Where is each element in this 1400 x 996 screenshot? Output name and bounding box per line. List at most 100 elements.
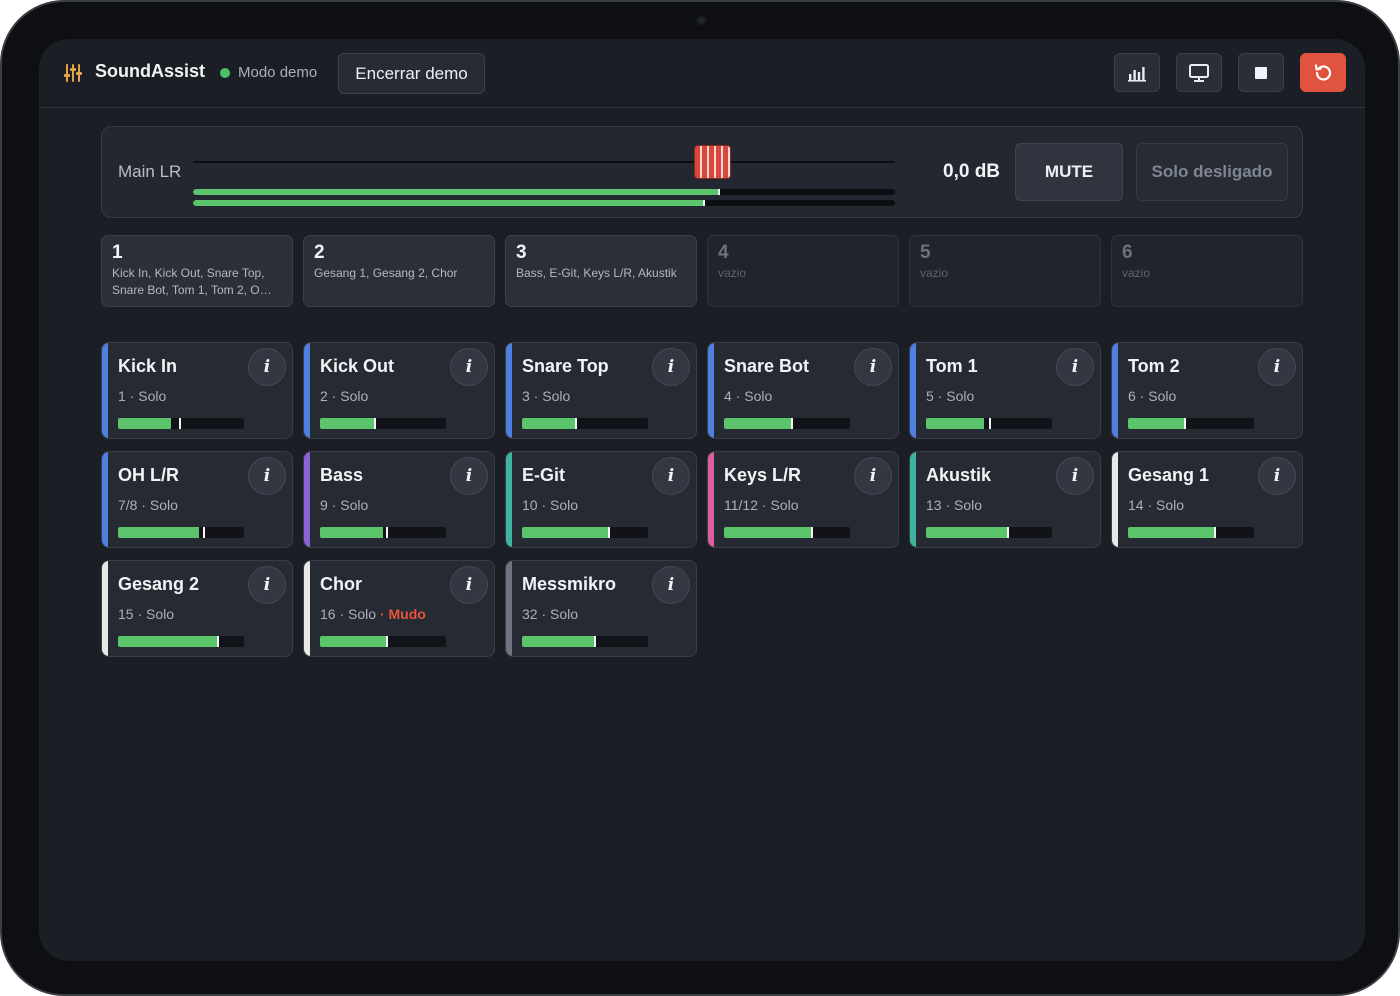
main-fader-track[interactable]: [193, 161, 895, 163]
meters-button[interactable]: [1114, 53, 1160, 92]
channel-solo-label[interactable]: Solo: [770, 497, 799, 513]
channel-solo-label[interactable]: Solo: [550, 606, 579, 622]
info-button[interactable]: i: [652, 457, 690, 495]
channel-meter: [320, 636, 446, 647]
channel-solo-label[interactable]: Solo: [542, 388, 571, 404]
channel-card[interactable]: Snare Bot 4 · Solo i: [707, 342, 899, 439]
channel-number: 11/12: [724, 497, 758, 513]
channel-meter-peak: [385, 636, 388, 647]
channel-subtitle: 1 · Solo: [118, 388, 166, 404]
group-2[interactable]: 2 Gesang 1, Gesang 2, Chor: [303, 235, 495, 307]
channel-meter: [522, 636, 648, 647]
mute-button[interactable]: MUTE: [1015, 143, 1123, 201]
channel-meter-fill: [1128, 527, 1215, 538]
channel-meter: [320, 527, 446, 538]
channel-card[interactable]: Akustik 13 · Solo i: [909, 451, 1101, 548]
channel-color-stripe: [506, 561, 512, 656]
info-button[interactable]: i: [854, 348, 892, 386]
group-6[interactable]: 6 vazio: [1111, 235, 1303, 307]
channel-solo-label[interactable]: Solo: [1148, 388, 1177, 404]
info-button[interactable]: i: [652, 566, 690, 604]
group-4[interactable]: 4 vazio: [707, 235, 899, 307]
channel-color-stripe: [708, 452, 714, 547]
channel-meter-peak: [575, 418, 578, 429]
group-number: 6: [1122, 242, 1133, 263]
channel-meter-fill: [522, 636, 596, 647]
channel-card[interactable]: E-Git 10 · Solo i: [505, 451, 697, 548]
stop-button[interactable]: [1238, 53, 1284, 92]
channel-color-stripe: [506, 452, 512, 547]
info-button[interactable]: i: [248, 457, 286, 495]
channel-solo-label[interactable]: Solo: [149, 497, 178, 513]
channel-name: Gesang 2: [118, 574, 200, 594]
channel-color-stripe: [102, 343, 108, 438]
info-button[interactable]: i: [248, 566, 286, 604]
info-button[interactable]: i: [450, 348, 488, 386]
channel-solo-label[interactable]: Solo: [146, 606, 175, 622]
main-fader-knob[interactable]: [694, 145, 732, 179]
channel-number: 15: [118, 606, 134, 622]
reset-button[interactable]: [1300, 53, 1346, 92]
channel-solo-label[interactable]: Solo: [138, 388, 167, 404]
channel-subtitle: 5 · Solo: [926, 388, 974, 404]
meter-fill: [193, 200, 706, 206]
meter-fill: [193, 189, 720, 195]
group-3[interactable]: 3 Bass, E-Git, Keys L/R, Akustik: [505, 235, 697, 307]
separator: ·: [327, 388, 341, 404]
channel-name: Kick In: [118, 356, 178, 376]
info-button[interactable]: i: [248, 348, 286, 386]
channel-color-stripe: [304, 452, 310, 547]
channel-card[interactable]: Tom 2 6 · Solo i: [1111, 342, 1303, 439]
channel-color-stripe: [708, 343, 714, 438]
channel-card[interactable]: Messmikro 32 · Solo i: [505, 560, 697, 657]
channel-solo-label[interactable]: Solo: [946, 388, 975, 404]
channel-solo-label[interactable]: Solo: [340, 497, 369, 513]
solo-off-button[interactable]: Solo desligado: [1136, 143, 1288, 201]
channel-color-stripe: [910, 452, 916, 547]
group-members: Gesang 1, Gesang 2, Chor: [314, 266, 458, 280]
info-button[interactable]: i: [652, 348, 690, 386]
channel-name: Tom 2: [1128, 356, 1180, 376]
channel-solo-label[interactable]: Solo: [744, 388, 773, 404]
info-button[interactable]: i: [1258, 348, 1296, 386]
separator: ·: [335, 606, 349, 622]
channel-meter-peak: [1183, 418, 1186, 429]
channel-card[interactable]: Tom 1 5 · Solo i: [909, 342, 1101, 439]
channel-card[interactable]: Snare Top 3 · Solo i: [505, 342, 697, 439]
channel-solo-label[interactable]: Solo: [954, 497, 983, 513]
info-button[interactable]: i: [450, 566, 488, 604]
group-5[interactable]: 5 vazio: [909, 235, 1101, 307]
info-button[interactable]: i: [854, 457, 892, 495]
meter-peak: [703, 200, 706, 206]
channel-solo-label[interactable]: Solo: [340, 388, 369, 404]
group-members: Bass, E-Git, Keys L/R, Akustik: [516, 266, 677, 280]
channel-solo-label[interactable]: Solo: [348, 606, 377, 622]
channel-subtitle: 7/8 · Solo: [118, 497, 178, 513]
channel-name: OH L/R: [118, 465, 179, 485]
channel-solo-label[interactable]: Solo: [550, 497, 579, 513]
display-button[interactable]: [1176, 53, 1222, 92]
channel-meter-fill: [118, 418, 171, 429]
group-members: vazio: [920, 266, 949, 280]
group-number: 3: [516, 242, 527, 263]
channel-card[interactable]: Gesang 2 15 · Solo i: [101, 560, 293, 657]
channel-card[interactable]: OH L/R 7/8 · Solo i: [101, 451, 293, 548]
channel-meter-peak: [1213, 527, 1216, 538]
channel-subtitle: 6 · Solo: [1128, 388, 1176, 404]
channel-meter: [118, 636, 244, 647]
info-button[interactable]: i: [450, 457, 488, 495]
info-button[interactable]: i: [1056, 348, 1094, 386]
channel-card[interactable]: Chor 16 · Solo · Mudo i: [303, 560, 495, 657]
info-button[interactable]: i: [1056, 457, 1094, 495]
info-button[interactable]: i: [1258, 457, 1296, 495]
main-db-value: 0,0 dB: [943, 161, 1001, 182]
channel-card[interactable]: Bass 9 · Solo i: [303, 451, 495, 548]
channel-solo-label[interactable]: Solo: [1156, 497, 1185, 513]
channel-card[interactable]: Kick Out 2 · Solo i: [303, 342, 495, 439]
channel-card[interactable]: Keys L/R 11/12 · Solo i: [707, 451, 899, 548]
end-demo-button[interactable]: Encerrar demo: [338, 53, 485, 94]
group-1[interactable]: 1 Kick In, Kick Out, Snare Top, Snare Bot…: [101, 235, 293, 307]
reset-icon: [1314, 63, 1332, 81]
channel-card[interactable]: Kick In 1 · Solo i: [101, 342, 293, 439]
channel-card[interactable]: Gesang 1 14 · Solo i: [1111, 451, 1303, 548]
